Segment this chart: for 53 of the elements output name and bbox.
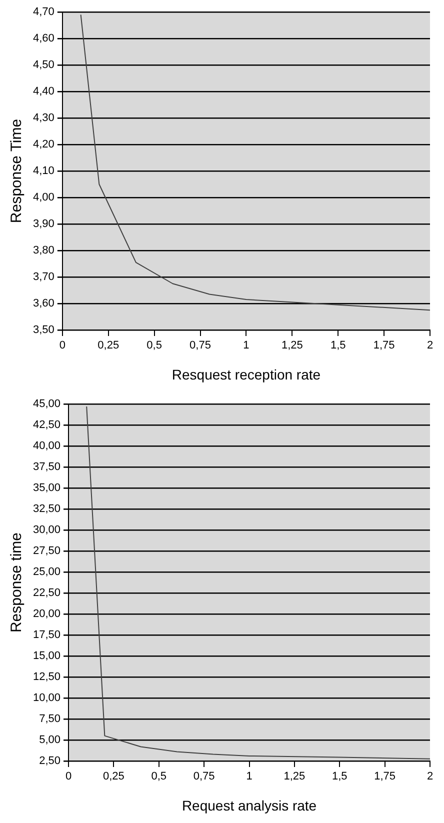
y-tick-label: 40,00 [32, 440, 61, 452]
y-tick-label: 25,00 [32, 566, 61, 578]
x-tick-label: 1,5 [330, 340, 346, 352]
y-tick-label: 4,70 [32, 6, 54, 18]
x-tick-label: 1,75 [374, 770, 396, 783]
x-tick-label: 0,75 [190, 340, 211, 352]
y-tick-label: 5,00 [39, 734, 61, 746]
x-tick-label: 1,75 [373, 340, 395, 352]
y-tick-label: 15,00 [32, 650, 61, 662]
x-tick-label: 0 [59, 340, 66, 352]
x-tick-label: 2 [426, 340, 434, 352]
y-tick-label: 3,50 [32, 324, 54, 336]
x-tick-label: 0,25 [98, 340, 120, 352]
y-tick-label: 20,00 [32, 608, 61, 620]
y-tick-label: 4,20 [32, 138, 54, 151]
x-tick-label: 0 [65, 770, 72, 783]
x-tick-label: 0,75 [193, 770, 215, 783]
x-tick-label: 1,5 [332, 770, 348, 783]
y-tick-label: 4,00 [32, 192, 54, 204]
y-tick-label: 37,50 [32, 461, 61, 474]
y-tick-label: 4,50 [32, 59, 54, 72]
x-axis-title: Resquest reception rate [172, 366, 321, 382]
x-tick-label: 2 [426, 770, 434, 783]
y-tick-label: 4,40 [32, 86, 54, 98]
y-axis-title: Response Time [8, 118, 26, 224]
x-tick-label: 1 [246, 770, 252, 783]
y-tick-label: 17,50 [32, 629, 61, 642]
y-tick-label: 4,60 [32, 32, 54, 45]
x-tick-label: 0,25 [103, 770, 124, 783]
y-tick-label: 10,00 [32, 692, 61, 704]
y-tick-label: 2,50 [39, 755, 61, 768]
x-tick-label: 1,25 [281, 340, 303, 352]
y-tick-label: 3,80 [32, 244, 54, 257]
y-tick-label: 7,50 [39, 713, 61, 726]
y-tick-label: 3,60 [32, 298, 54, 310]
y-tick-label: 42,50 [32, 419, 61, 432]
y-tick-label: 12,50 [32, 671, 61, 684]
y-tick-label: 3,70 [32, 271, 54, 284]
y-tick-label: 30,00 [32, 524, 61, 536]
y-tick-label: 3,90 [32, 218, 54, 230]
y-axis-title: Response time [8, 532, 26, 633]
x-tick-label: 1 [243, 340, 250, 352]
y-tick-label: 45,00 [32, 398, 61, 410]
y-tick-label: 35,00 [32, 482, 61, 494]
y-tick-label: 22,50 [32, 587, 61, 600]
y-tick-label: 4,30 [32, 112, 54, 124]
x-tick-label: 0,5 [151, 770, 167, 783]
y-tick-label: 4,10 [32, 165, 54, 178]
y-tick-label: 32,50 [32, 503, 61, 516]
y-tick-label: 27,50 [32, 545, 61, 558]
x-tick-label: 1,25 [284, 770, 306, 783]
x-axis-title: Request analysis rate [182, 797, 317, 814]
x-tick-label: 0,5 [146, 340, 162, 352]
